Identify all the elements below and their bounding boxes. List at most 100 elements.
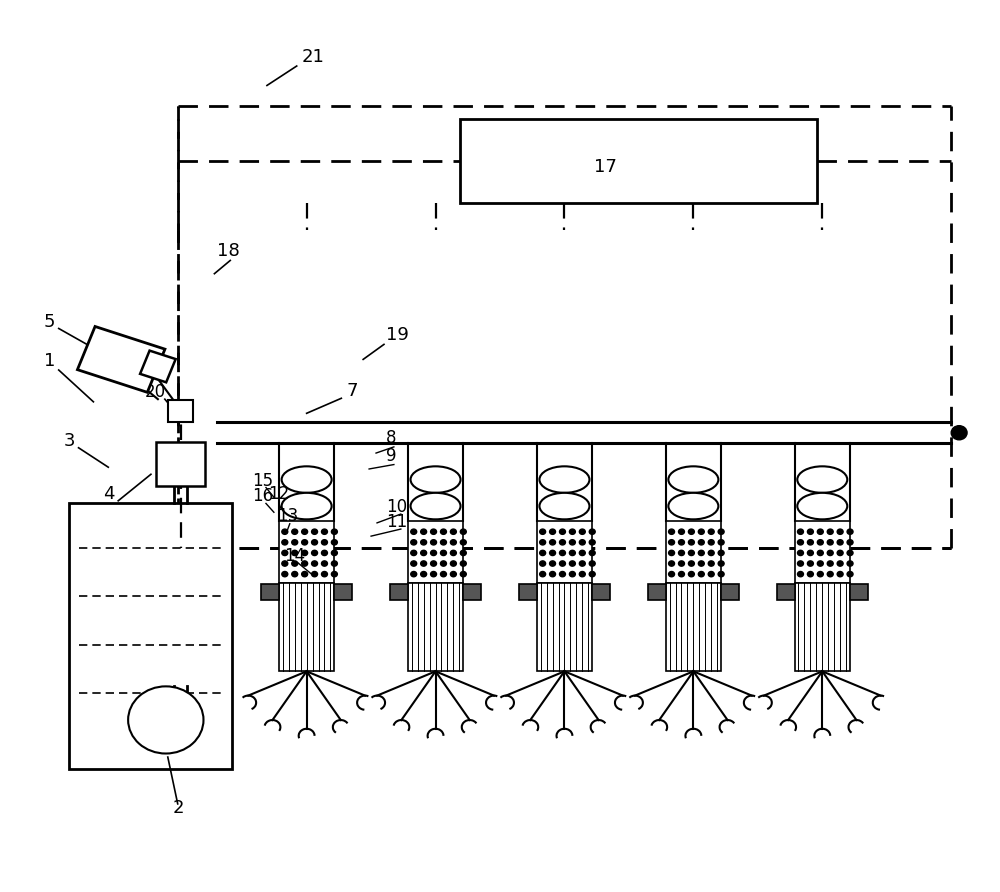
Circle shape xyxy=(678,550,684,556)
Circle shape xyxy=(322,572,327,577)
Polygon shape xyxy=(77,326,165,392)
Circle shape xyxy=(312,550,318,556)
Ellipse shape xyxy=(411,493,461,519)
Circle shape xyxy=(550,561,556,566)
Circle shape xyxy=(312,540,318,545)
Circle shape xyxy=(698,529,704,534)
Circle shape xyxy=(282,561,288,566)
Circle shape xyxy=(322,550,327,556)
Circle shape xyxy=(302,561,308,566)
Circle shape xyxy=(421,550,427,556)
Text: 2: 2 xyxy=(173,798,184,817)
Circle shape xyxy=(569,561,575,566)
Circle shape xyxy=(411,540,417,545)
Circle shape xyxy=(421,529,427,534)
Circle shape xyxy=(688,572,694,577)
Circle shape xyxy=(460,550,466,556)
Bar xyxy=(777,584,795,599)
Circle shape xyxy=(569,529,575,534)
Circle shape xyxy=(807,540,813,545)
Circle shape xyxy=(431,561,437,566)
Circle shape xyxy=(797,561,803,566)
Circle shape xyxy=(411,550,417,556)
Circle shape xyxy=(817,572,823,577)
Text: 4: 4 xyxy=(103,485,115,503)
Circle shape xyxy=(688,561,694,566)
Circle shape xyxy=(827,540,833,545)
Circle shape xyxy=(282,529,288,534)
Circle shape xyxy=(431,529,437,534)
Text: 6: 6 xyxy=(93,343,105,361)
Circle shape xyxy=(827,572,833,577)
Circle shape xyxy=(331,550,337,556)
Circle shape xyxy=(559,529,565,534)
Bar xyxy=(666,521,721,583)
Circle shape xyxy=(837,572,843,577)
Text: 3: 3 xyxy=(64,432,75,450)
Circle shape xyxy=(678,529,684,534)
Bar xyxy=(721,584,739,599)
Circle shape xyxy=(847,529,853,534)
Circle shape xyxy=(540,550,546,556)
Circle shape xyxy=(331,572,337,577)
Circle shape xyxy=(421,561,427,566)
Circle shape xyxy=(708,529,714,534)
Circle shape xyxy=(441,540,446,545)
Circle shape xyxy=(441,529,446,534)
Circle shape xyxy=(441,561,446,566)
Bar xyxy=(69,503,232,769)
Circle shape xyxy=(579,540,585,545)
Bar xyxy=(537,583,592,672)
Text: 21: 21 xyxy=(302,47,325,66)
Circle shape xyxy=(292,540,298,545)
Circle shape xyxy=(460,540,466,545)
Circle shape xyxy=(807,550,813,556)
Circle shape xyxy=(312,529,318,534)
Text: 20: 20 xyxy=(145,384,166,401)
Circle shape xyxy=(282,540,288,545)
Circle shape xyxy=(807,529,813,534)
Circle shape xyxy=(827,550,833,556)
Bar xyxy=(408,521,463,583)
Circle shape xyxy=(302,540,308,545)
Circle shape xyxy=(698,550,704,556)
Circle shape xyxy=(411,561,417,566)
Circle shape xyxy=(579,529,585,534)
Circle shape xyxy=(540,540,546,545)
Circle shape xyxy=(460,529,466,534)
Bar xyxy=(795,583,850,672)
Circle shape xyxy=(302,550,308,556)
Bar xyxy=(850,584,868,599)
Circle shape xyxy=(569,540,575,545)
Circle shape xyxy=(589,529,595,534)
Ellipse shape xyxy=(797,467,847,493)
Bar xyxy=(463,584,481,599)
Circle shape xyxy=(331,561,337,566)
Text: 14: 14 xyxy=(284,547,305,565)
Circle shape xyxy=(589,550,595,556)
Circle shape xyxy=(718,540,724,545)
Circle shape xyxy=(450,561,456,566)
Circle shape xyxy=(827,561,833,566)
Circle shape xyxy=(569,572,575,577)
Ellipse shape xyxy=(539,467,589,493)
Circle shape xyxy=(579,550,585,556)
Bar xyxy=(334,584,352,599)
Circle shape xyxy=(817,550,823,556)
Circle shape xyxy=(540,561,546,566)
Circle shape xyxy=(797,529,803,534)
Circle shape xyxy=(807,572,813,577)
Circle shape xyxy=(718,561,724,566)
Circle shape xyxy=(282,572,288,577)
Circle shape xyxy=(797,550,803,556)
Circle shape xyxy=(708,561,714,566)
Circle shape xyxy=(550,550,556,556)
Circle shape xyxy=(559,550,565,556)
Circle shape xyxy=(331,529,337,534)
Bar xyxy=(795,521,850,583)
Circle shape xyxy=(669,572,675,577)
Bar xyxy=(279,583,334,672)
Circle shape xyxy=(460,561,466,566)
Circle shape xyxy=(847,561,853,566)
Circle shape xyxy=(837,529,843,534)
